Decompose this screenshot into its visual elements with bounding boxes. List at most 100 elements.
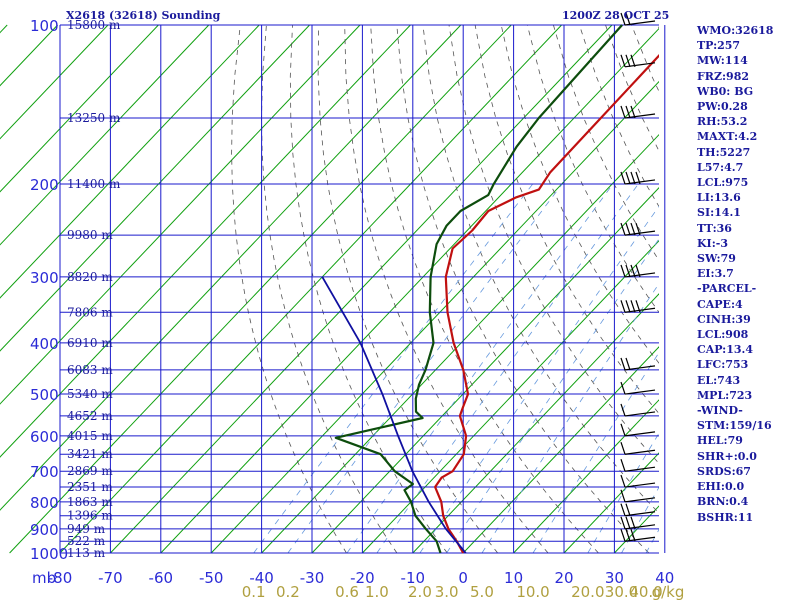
wind-barb [620, 503, 656, 517]
wind-barb-staff [624, 431, 656, 437]
parcel-line [321, 276, 467, 554]
wind-barb-feather [620, 357, 626, 371]
wind-barb [620, 357, 656, 371]
temperature-tick-label: -20 [350, 569, 375, 587]
wind-barb-feather [625, 357, 631, 371]
wind-barb [620, 529, 656, 542]
pressure-tick-label: 800 [30, 494, 59, 512]
wind-barb-feather [635, 300, 641, 313]
isotherm-line [412, 293, 659, 554]
temperature-tick-label: -30 [300, 569, 325, 587]
wind-barb [620, 442, 656, 455]
mixing-ratio-line [481, 282, 659, 554]
isotherm-line [462, 346, 659, 554]
indices-panel: WMO:32618 TP:257 MW:114 FRZ:982 WB0: BG PW:0.… [697, 23, 773, 525]
height-label: 6910 m [67, 336, 113, 350]
index-item: -PARCEL- [697, 282, 757, 296]
wind-barb-feather [620, 54, 626, 67]
wind-barb [620, 403, 656, 417]
mixing-ratio-label: 1.0 [365, 583, 389, 600]
wind-barb-feather [625, 300, 631, 313]
height-label: 8820 m [67, 270, 113, 284]
isotherm-line [9, 24, 512, 554]
mixing-ratio-label: 40.0 [629, 583, 662, 600]
wind-barb-staff [624, 466, 656, 472]
isotherm-line [0, 24, 310, 352]
wind-barb [620, 516, 656, 530]
index-item: LFC:753 [697, 358, 749, 372]
wind-barb-feather [630, 105, 636, 119]
index-item: LI:13.6 [697, 191, 741, 205]
wind-barb [620, 423, 656, 437]
pressure-tick-label: 1000 [30, 545, 68, 563]
wind-barb [620, 12, 656, 26]
height-label: 4015 m [67, 429, 113, 443]
wind-barb-feather [625, 264, 631, 278]
index-item: SRDS:67 [697, 464, 751, 478]
temperature-tick-label: 20 [554, 569, 573, 587]
wind-barb-feather [625, 516, 631, 530]
wind-barb-feather [625, 171, 631, 185]
wind-barb [620, 171, 656, 185]
isotherm-line [311, 187, 659, 554]
index-item: PW:0.28 [697, 100, 748, 114]
mixing-ratio-label: 0.6 [335, 583, 359, 600]
pressure-tick-label: 100 [30, 17, 59, 35]
mixing-ratio-label: 5.0 [470, 583, 494, 600]
wind-barb-feather [625, 503, 631, 516]
isotherm-line [160, 27, 659, 554]
isotherm-line [0, 24, 462, 511]
wind-barb [620, 105, 656, 119]
height-label: 9980 m [67, 228, 113, 242]
wind-barb-feather [620, 171, 626, 185]
isotherm-line [59, 24, 562, 554]
height-label: 949 m [67, 522, 106, 536]
temperature-tick-label: 0 [458, 569, 468, 587]
index-item: EI:3.7 [697, 267, 734, 281]
wind-barb-feather [630, 171, 636, 185]
index-item: MPL:723 [697, 388, 753, 402]
mixing-ratio-line [621, 486, 659, 554]
wind-barb-feather [620, 105, 626, 119]
dry-adiabat-line [396, 24, 650, 554]
mixing-ratio-label: 2.0 [408, 583, 432, 600]
mixing-ratio-unit: g/kg [652, 583, 685, 600]
wind-barb-feather [625, 54, 631, 67]
wind-barb-feather [625, 12, 631, 26]
height-label: 1863 m [67, 495, 113, 509]
wind-barb-feather [620, 474, 626, 488]
height-label: 7806 m [67, 305, 113, 319]
mixing-ratio-line [419, 205, 659, 554]
wind-barb-feather [625, 222, 631, 236]
wind-barb-feather [620, 503, 626, 516]
wind-barb-feather [620, 442, 626, 455]
wind-barb-staff [624, 449, 656, 455]
wind-barb-feather [620, 381, 626, 395]
chart-timestamp: 1200Z 28 OCT 25 [562, 9, 670, 22]
temperature-tick-label: 10 [504, 569, 523, 587]
dewpoint-line [334, 24, 623, 554]
index-item: SI:14.1 [697, 206, 741, 220]
isotherm-line [0, 24, 8, 34]
wind-barb-feather [630, 529, 636, 542]
index-item: FRZ:982 [697, 69, 750, 83]
index-item: SHR+:0.0 [697, 449, 757, 463]
height-label: 4652 m [67, 409, 113, 423]
mixing-ratio-label: 0.2 [276, 583, 300, 600]
chart-title: X2618 (32618) Sounding [66, 9, 221, 22]
temperature-line [434, 54, 659, 554]
isotherm-line [513, 399, 659, 554]
temperature-tick-label: -70 [98, 569, 123, 587]
wind-barb-staff [624, 482, 656, 488]
index-item: -WIND- [697, 404, 743, 418]
y-axis-label: mb [32, 569, 56, 587]
index-item: KI:-3 [697, 236, 728, 250]
index-item: WMO:32618 [697, 24, 774, 37]
isotherm-line [362, 240, 659, 554]
wind-barb-feather [620, 529, 626, 542]
temperature-tick-label: 40 [655, 569, 674, 587]
wind-barb-feather [620, 300, 626, 313]
isotherm-line [0, 24, 260, 299]
wind-barb-feather [620, 264, 626, 278]
